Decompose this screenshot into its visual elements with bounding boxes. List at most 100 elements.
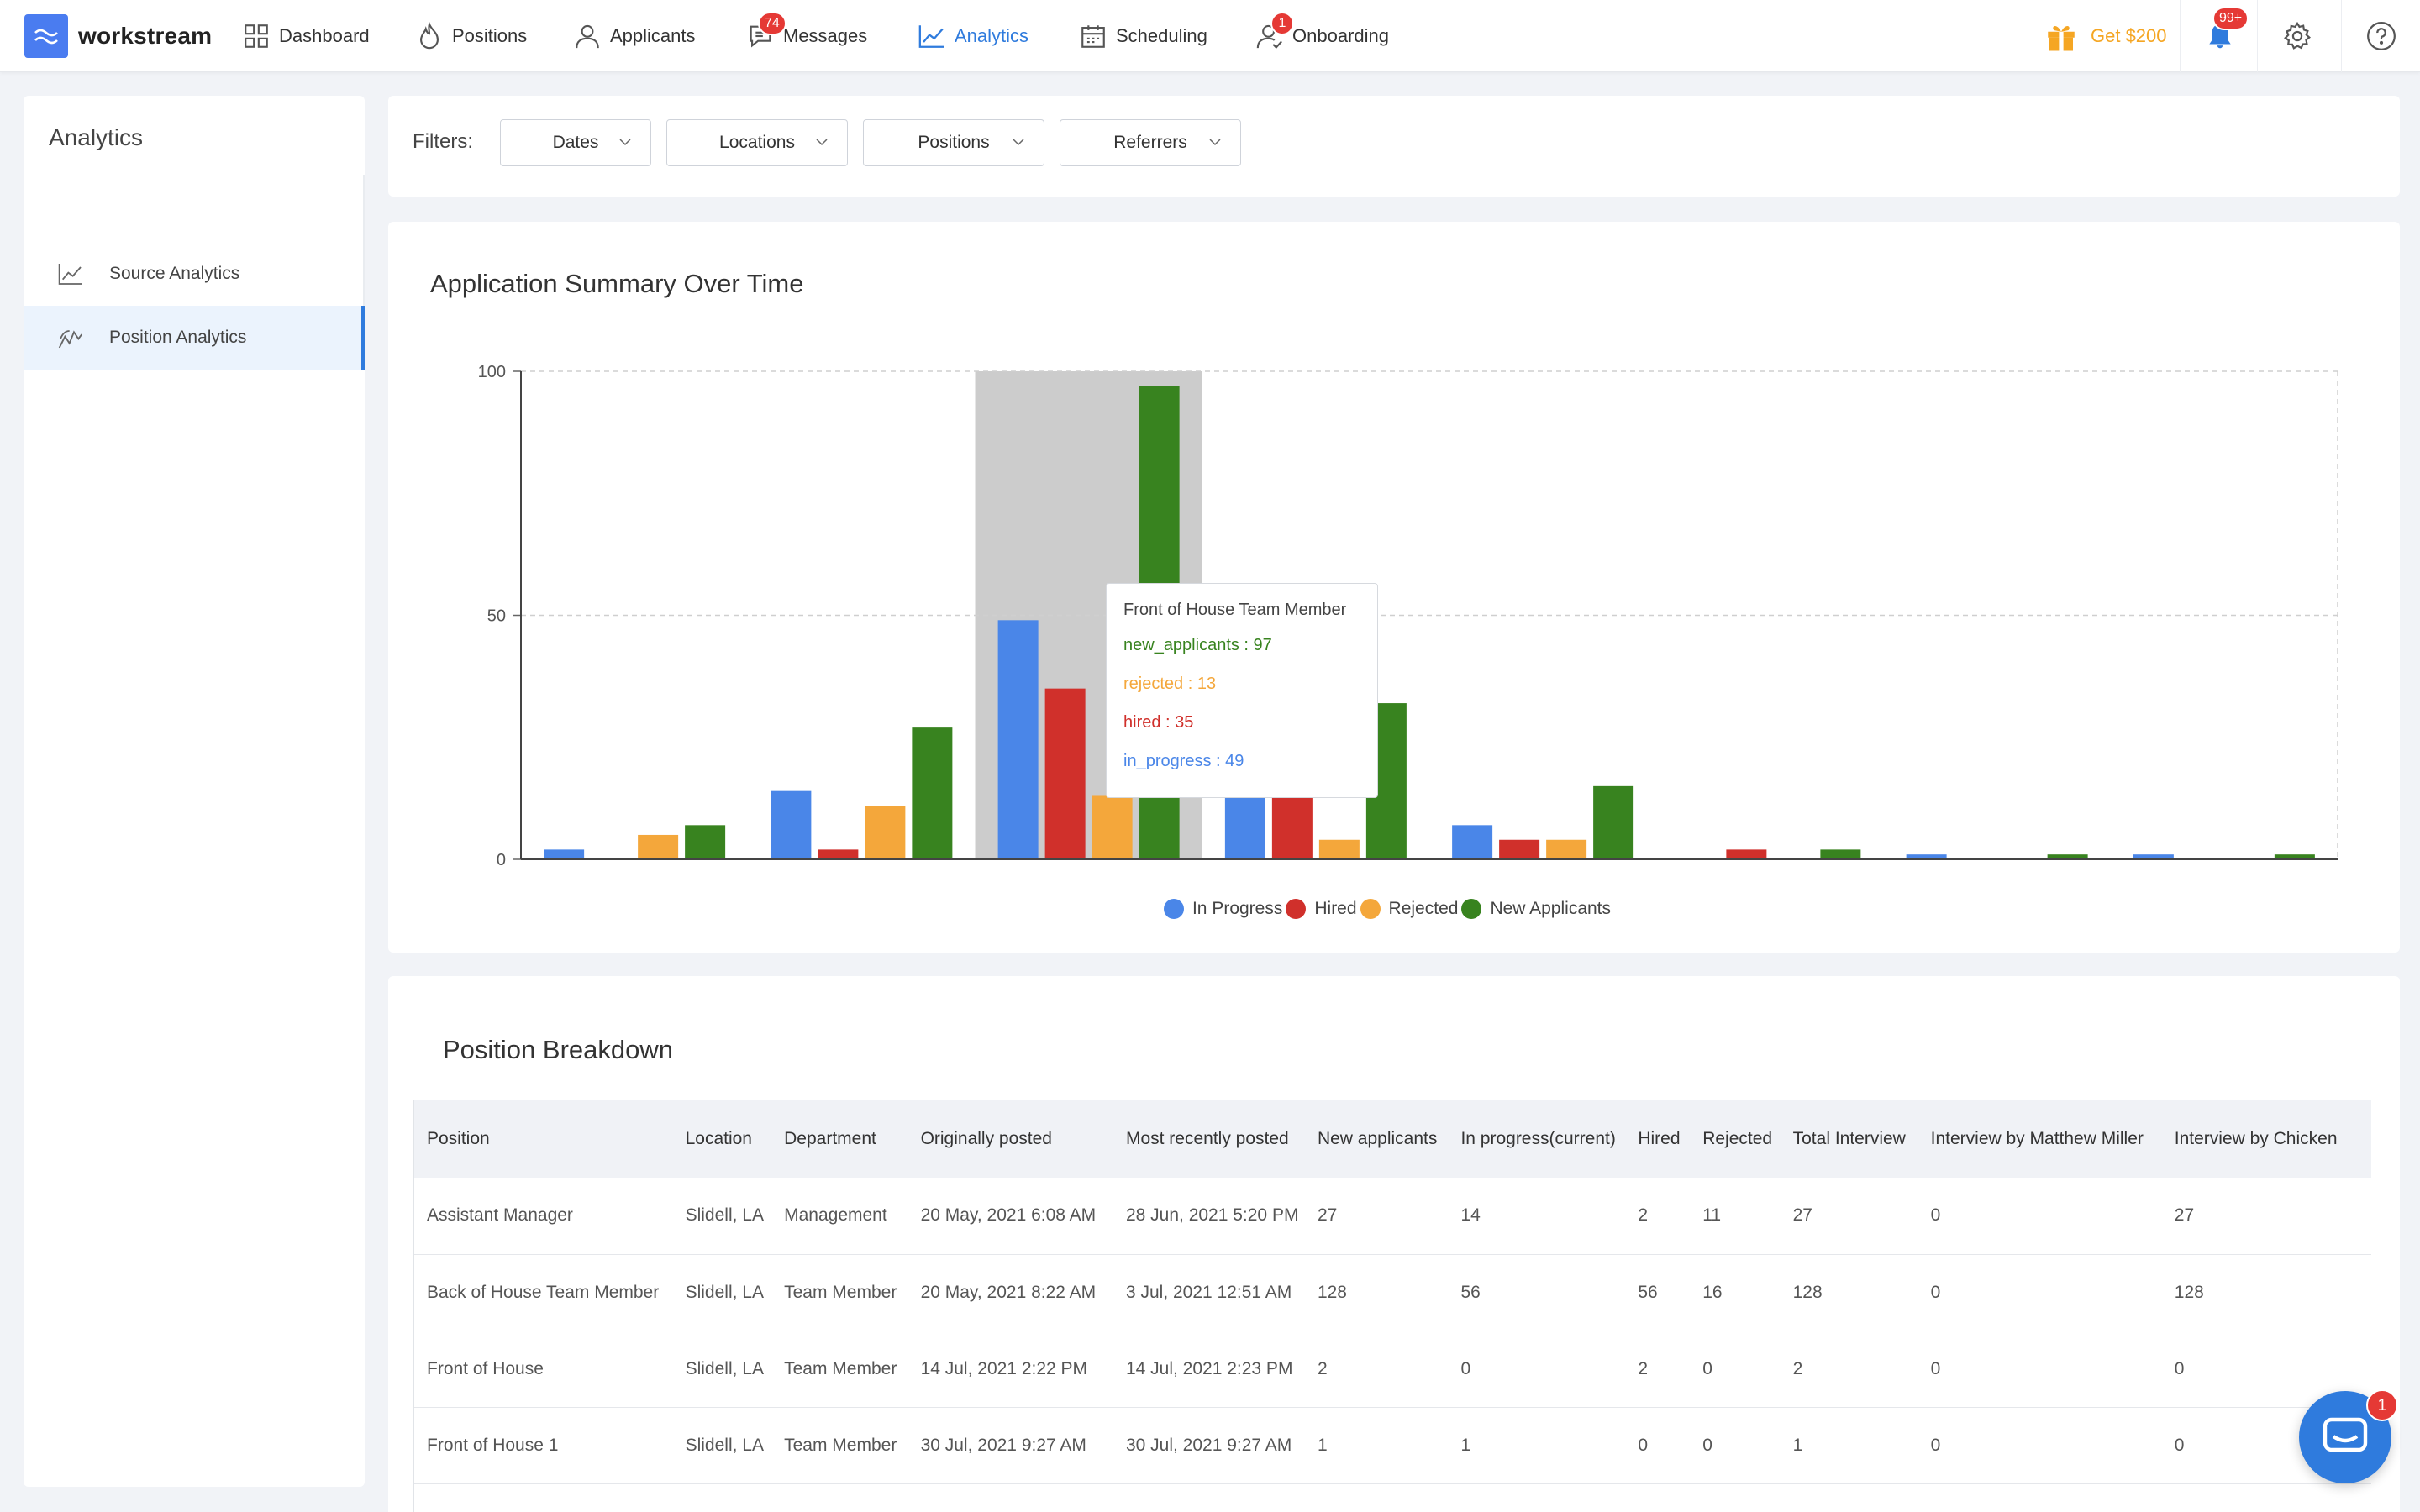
cell-originally-posted: 14 Jul, 2021 2:22 PM bbox=[920, 1358, 1088, 1378]
bar-hired bbox=[1271, 795, 1313, 859]
cell-interview-matthew: 0 bbox=[1930, 1282, 1941, 1302]
table-row[interactable]: Front of House Slidell, LA Team Member 1… bbox=[414, 1331, 2371, 1407]
column-header[interactable]: In progress(current) bbox=[1460, 1129, 1616, 1148]
legend-rejected[interactable]: Rejected bbox=[1360, 899, 1458, 919]
column-header[interactable]: Most recently posted bbox=[1125, 1129, 1289, 1148]
flame-icon bbox=[420, 22, 439, 50]
positions-dropdown[interactable]: Positions bbox=[863, 119, 1044, 166]
settings-button[interactable] bbox=[2257, 0, 2336, 72]
nav-positions[interactable]: Positions bbox=[415, 0, 527, 72]
y-tick-label: 0 bbox=[497, 851, 506, 869]
application-summary-card: Application Summary Over Time 0 50 100 Fro… bbox=[388, 222, 2400, 953]
nav-scheduling[interactable]: Scheduling bbox=[1079, 0, 1207, 72]
table-row[interactable]: Assistant Manager Slidell, LA Management… bbox=[414, 1178, 2371, 1254]
brand-logo[interactable]: workstream bbox=[24, 13, 212, 60]
filters-label: Filters: bbox=[413, 130, 473, 153]
table-row[interactable]: Front of House 1 Slidell, LA Team Member… bbox=[414, 1407, 2371, 1483]
column-header[interactable]: Interview by Chicken bbox=[2174, 1129, 2338, 1148]
nav-dashboard[interactable]: Dashboard bbox=[242, 0, 370, 72]
column-header[interactable]: New applicants bbox=[1317, 1129, 1438, 1148]
legend-hired[interactable]: Hired bbox=[1286, 899, 1357, 919]
cell-recently-posted: 3 Jul, 2021 12:51 AM bbox=[1125, 1282, 1292, 1302]
locations-dropdown[interactable]: Locations bbox=[666, 119, 848, 166]
nav-messages[interactable]: Messages 74 bbox=[746, 0, 867, 72]
column-header[interactable]: Location bbox=[685, 1129, 752, 1148]
cell-position: Front of House bbox=[427, 1358, 544, 1378]
bar-new-applicants bbox=[1593, 785, 1634, 859]
table-title: Position Breakdown bbox=[443, 1035, 673, 1064]
cell-new-applicants: 27 bbox=[1317, 1205, 1338, 1226]
nav-onboarding[interactable]: Onboarding 1 bbox=[1255, 0, 1389, 72]
cell-hired: 2 bbox=[1638, 1358, 1649, 1378]
bar-in-progress bbox=[1906, 854, 1947, 859]
position-breakdown-table: Position Location Department Originally … bbox=[414, 1100, 2371, 1484]
cell-total-interview: 1 bbox=[1792, 1435, 1803, 1455]
bar-new-applicants bbox=[912, 727, 953, 859]
analytics-sidebar: Analytics Source Analytics Position Anal… bbox=[24, 96, 365, 1487]
cell-originally-posted: 30 Jul, 2021 9:27 AM bbox=[920, 1435, 1086, 1455]
nav-analytics[interactable]: Analytics bbox=[918, 0, 1028, 72]
cell-total-interview: 2 bbox=[1792, 1358, 1803, 1378]
bar-in-progress bbox=[1452, 825, 1493, 859]
referrers-dropdown[interactable]: Referrers bbox=[1060, 119, 1241, 166]
position-breakdown-card: Position Breakdown Position Location Dep… bbox=[388, 976, 2400, 1512]
application-summary-chart[interactable]: 0 50 100 bbox=[388, 222, 2400, 894]
tooltip-new-applicants: new_applicants : 97 bbox=[1123, 636, 1272, 654]
nav-label: Onboarding bbox=[1292, 25, 1389, 46]
tooltip-title: Front of House Team Member bbox=[1123, 601, 1347, 619]
column-header[interactable]: Rejected bbox=[1702, 1129, 1773, 1148]
column-header[interactable]: Total Interview bbox=[1792, 1129, 1906, 1148]
bar-new-applicants bbox=[1820, 849, 1861, 859]
dates-dropdown[interactable]: Dates bbox=[500, 119, 651, 166]
table-row[interactable]: Back of House Team Member Slidell, LA Te… bbox=[414, 1254, 2371, 1331]
cell-new-applicants: 2 bbox=[1317, 1358, 1328, 1378]
bar-in-progress bbox=[544, 849, 585, 859]
gear-icon bbox=[2283, 21, 2311, 50]
notifications-badge: 99+ bbox=[2212, 7, 2249, 30]
cell-location: Slidell, LA bbox=[685, 1282, 764, 1302]
cell-recently-posted: 14 Jul, 2021 2:23 PM bbox=[1125, 1358, 1293, 1378]
sidebar-item-source-analytics[interactable]: Source Analytics bbox=[24, 242, 365, 306]
brand-name: workstream bbox=[78, 23, 213, 49]
bar-hired bbox=[1726, 849, 1767, 859]
cell-interview-matthew: 0 bbox=[1930, 1358, 1941, 1378]
line-chart-icon bbox=[918, 25, 944, 48]
bar-in-progress bbox=[1224, 795, 1265, 859]
column-header[interactable]: Position bbox=[427, 1129, 490, 1148]
nav-label: Analytics bbox=[955, 25, 1029, 46]
breakdown-table-scroll[interactable]: Position Location Department Originally … bbox=[413, 1100, 2371, 1512]
column-header[interactable]: Originally posted bbox=[920, 1129, 1052, 1148]
column-header[interactable]: Interview by Matthew Miller bbox=[1930, 1129, 2144, 1148]
cell-position: Back of House Team Member bbox=[427, 1282, 660, 1302]
referral-promo-button[interactable]: Get $200 bbox=[2044, 0, 2167, 72]
messages-count-badge: 74 bbox=[758, 12, 786, 35]
cell-position: Assistant Manager bbox=[427, 1205, 573, 1226]
bar-rejected bbox=[1318, 839, 1360, 859]
help-button[interactable] bbox=[2341, 0, 2420, 72]
legend-in-progress[interactable]: In Progress bbox=[1163, 899, 1283, 919]
chat-unread-badge: 1 bbox=[2366, 1389, 2398, 1421]
bar-new-applicants bbox=[2274, 854, 2315, 859]
chart-tooltip: Front of House Team Member new_applicant… bbox=[1106, 583, 1378, 798]
cell-total-interview: 128 bbox=[1792, 1282, 1823, 1302]
help-icon bbox=[2366, 22, 2396, 50]
column-header[interactable]: Department bbox=[784, 1129, 876, 1148]
bar-in-progress bbox=[2133, 854, 2174, 859]
sidebar-item-label: Source Analytics bbox=[109, 264, 240, 283]
cell-rejected: 16 bbox=[1702, 1282, 1723, 1302]
onboarding-count-badge: 1 bbox=[1270, 12, 1294, 35]
legend-label: New Applicants bbox=[1490, 899, 1612, 918]
legend-label: In Progress bbox=[1192, 899, 1283, 918]
notifications-button[interactable]: 99+ bbox=[2180, 0, 2259, 72]
promo-label: Get $200 bbox=[2091, 25, 2167, 46]
column-header[interactable]: Hired bbox=[1638, 1129, 1681, 1148]
cell-total-interview: 27 bbox=[1792, 1205, 1812, 1226]
cell-location: Slidell, LA bbox=[685, 1435, 764, 1455]
nav-label: Positions bbox=[452, 25, 528, 46]
nav-applicants[interactable]: Applicants bbox=[573, 0, 696, 72]
sidebar-item-position-analytics[interactable]: Position Analytics bbox=[24, 306, 365, 370]
chat-bubble-icon bbox=[2323, 1417, 2368, 1452]
legend-new-applicants[interactable]: New Applicants bbox=[1461, 899, 1611, 919]
cell-recently-posted: 28 Jun, 2021 5:20 PM bbox=[1125, 1205, 1299, 1226]
chart-title: Application Summary Over Time bbox=[430, 269, 804, 298]
